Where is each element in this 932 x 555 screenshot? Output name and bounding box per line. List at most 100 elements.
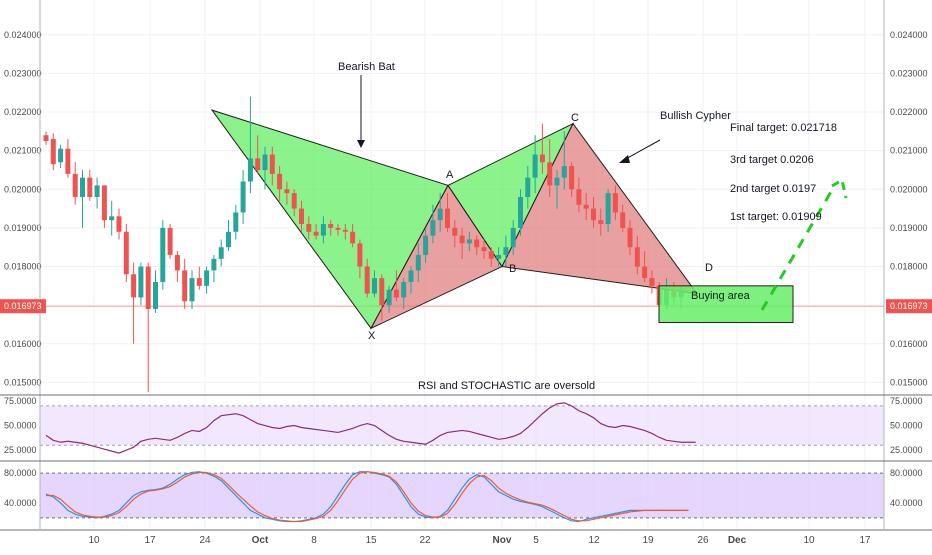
candle-body: [277, 173, 283, 190]
third-target-label: 3rd target 0.0206: [730, 154, 814, 166]
candle-body: [262, 154, 268, 170]
candle-body: [576, 189, 582, 205]
y-tick-right: 0.020000: [890, 184, 928, 194]
candle-body: [43, 135, 49, 141]
candle-body: [101, 185, 107, 221]
y-tick-right: 0.024000: [890, 30, 928, 40]
candle-body: [116, 216, 122, 232]
candle-body: [488, 251, 494, 259]
candle-body: [401, 281, 407, 298]
y-tick-right: 0.019000: [890, 223, 928, 233]
second-target-label: 2nd target 0.0197: [730, 183, 816, 195]
candle-body: [335, 227, 341, 230]
candle-body: [255, 158, 261, 170]
y-tick-right: 0.021000: [890, 146, 928, 156]
candle-body: [50, 139, 56, 165]
x-tick-label: 22: [419, 535, 431, 546]
final-target-label: Final target: 0.021718: [730, 122, 837, 134]
candle-body: [342, 229, 348, 232]
candle-body: [430, 220, 436, 236]
candle-body: [123, 231, 129, 275]
candle-body: [649, 278, 655, 286]
x-tick-label: 8: [311, 535, 317, 546]
candle-body: [80, 177, 85, 197]
y-tick-left: 0.023000: [4, 68, 42, 78]
rsi-tick-right: 50.0000: [890, 421, 923, 431]
candle-body: [620, 212, 626, 228]
x-tick-label: Dec: [728, 535, 747, 546]
bat-arrow-head: [357, 140, 365, 148]
candle-body: [452, 227, 458, 236]
candle-body: [174, 254, 180, 271]
candle-body: [153, 281, 158, 310]
candle-body: [466, 239, 472, 244]
candle-body: [182, 270, 188, 302]
y-tick-right: 0.016000: [890, 339, 928, 349]
candle-body: [532, 154, 538, 178]
x-tick-label: 19: [642, 535, 654, 546]
candle-body: [328, 224, 334, 228]
candle-body: [240, 181, 246, 213]
candle-body: [481, 247, 487, 252]
candle-body: [525, 177, 531, 197]
candle-body: [211, 258, 217, 271]
stoch-tick-right: 40.0000: [890, 498, 923, 508]
candle-body: [247, 158, 253, 182]
rsi-band: [40, 405, 884, 446]
candle-body: [87, 177, 93, 197]
y-tick-right: 0.022000: [890, 107, 928, 117]
candle-body: [306, 224, 312, 232]
y-tick-left: 0.020000: [4, 184, 42, 194]
y-tick-right: 0.018000: [890, 262, 928, 272]
candle-body: [94, 185, 100, 197]
candle-body: [204, 270, 210, 286]
y-tick-right: 0.015000: [890, 377, 928, 387]
bullish-cypher-label: Bullish Cypher: [660, 110, 731, 122]
last-price-badge-left-text: 0.016973: [4, 301, 42, 311]
candle-body: [379, 278, 385, 306]
candle-body: [269, 154, 275, 174]
candle-body: [189, 278, 195, 302]
candle-body: [561, 166, 567, 178]
candle-body: [233, 212, 239, 232]
candle-body: [496, 254, 502, 259]
candle-body: [445, 208, 450, 228]
candle-body: [364, 266, 370, 294]
y-tick-left: 0.022000: [4, 107, 42, 117]
rsi-tick-right: 25.0000: [890, 445, 923, 455]
candle-body: [138, 266, 144, 298]
candle-body: [642, 266, 648, 279]
first-target-label: 1st target: 0.01909: [730, 211, 822, 223]
x-tick-label: Oct: [252, 535, 269, 546]
candle-body: [65, 148, 71, 174]
y-tick-left: 0.015000: [4, 377, 42, 387]
y-tick-left: 0.024000: [4, 30, 42, 40]
candle-body: [145, 266, 151, 310]
point-x-label: X: [368, 330, 376, 342]
candle-body: [320, 224, 326, 236]
candle-body: [196, 278, 202, 286]
y-tick-left: 0.016000: [4, 339, 42, 349]
candle-body: [539, 154, 545, 163]
candle-body: [459, 235, 465, 244]
x-tick-label: 26: [697, 535, 709, 546]
stoch-band: [40, 473, 884, 518]
stoch-d-line: [46, 471, 689, 523]
stoch-tick-right: 80.0000: [890, 468, 923, 478]
last-price-badge-right-text: 0.016973: [890, 301, 928, 311]
candle-body: [357, 243, 363, 267]
bearish-bat-label: Bearish Bat: [338, 61, 395, 73]
projection-line: [760, 189, 834, 311]
rsi-tick-left: 50.0000: [4, 421, 37, 431]
candle-body: [423, 235, 429, 255]
y-tick-left: 0.018000: [4, 262, 42, 272]
candle-body: [167, 227, 173, 255]
candle-body: [350, 231, 356, 244]
candle-body: [284, 189, 290, 194]
rsi-line: [45, 402, 696, 454]
x-tick-label: 10: [88, 535, 100, 546]
x-tick-label: 17: [144, 535, 156, 546]
candle-body: [386, 289, 392, 306]
last-price-badge-right: [886, 299, 932, 314]
candle-body: [109, 216, 115, 221]
